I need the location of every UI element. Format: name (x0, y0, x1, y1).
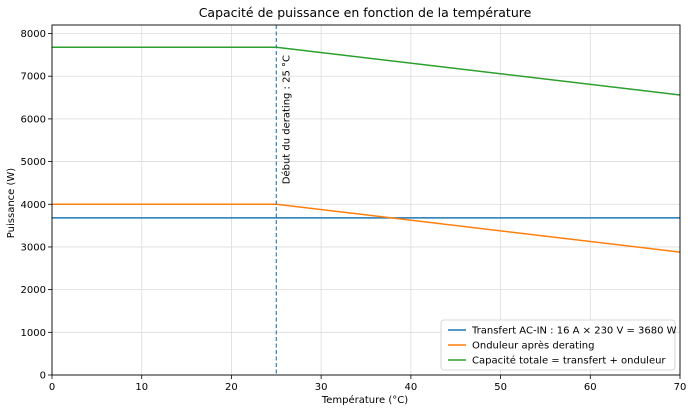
x-tick-label: 0 (49, 382, 55, 393)
y-tick-label: 3000 (21, 242, 46, 253)
annotation-layer: Début du derating : 25 °C (275, 25, 292, 375)
x-tick-label: 30 (315, 382, 328, 393)
derating-annotation: Début du derating : 25 °C (280, 55, 292, 184)
x-axis-label: Température (°C) (321, 394, 408, 406)
x-tick-label: 40 (404, 382, 417, 393)
plot-frame (51, 24, 681, 376)
chart-title: Capacité de puissance en fonction de la … (199, 5, 532, 20)
series-layer (52, 46, 681, 253)
legend: Transfert AC-IN : 16 A × 230 V = 3680 W O… (440, 319, 677, 371)
series-line-2 (52, 203, 681, 253)
y-tick-label: 7000 (21, 72, 46, 83)
y-axis-label: Puissance (W) (6, 168, 17, 238)
y-tick-label: 5000 (21, 157, 46, 168)
legend-label-1: Transfert AC-IN : 16 A × 230 V = 3680 W (471, 326, 677, 337)
series-line-3 (52, 46, 681, 96)
x-tick-label: 50 (494, 382, 507, 393)
legend-label-3: Capacité totale = transfert + onduleur (472, 355, 666, 367)
y-tick-label: 2000 (21, 285, 46, 296)
y-tick-label: 8000 (21, 29, 46, 40)
y-tick-label: 1000 (21, 328, 46, 339)
axis-ticks: 0 10 20 30 40 50 60 70 0 1000 2000 3000 4000 5000 6000… (21, 29, 687, 393)
x-tick-label: 10 (135, 382, 148, 393)
y-tick-label: 4000 (21, 200, 46, 211)
legend-box (440, 319, 676, 371)
x-tick-label: 60 (584, 382, 597, 393)
y-tick-label: 0 (40, 371, 46, 382)
x-tick-label: 20 (225, 382, 238, 393)
grid (51, 25, 681, 376)
legend-label-2: Onduleur après derating (472, 340, 595, 352)
x-tick-label: 70 (674, 382, 687, 393)
y-tick-label: 6000 (21, 114, 46, 125)
